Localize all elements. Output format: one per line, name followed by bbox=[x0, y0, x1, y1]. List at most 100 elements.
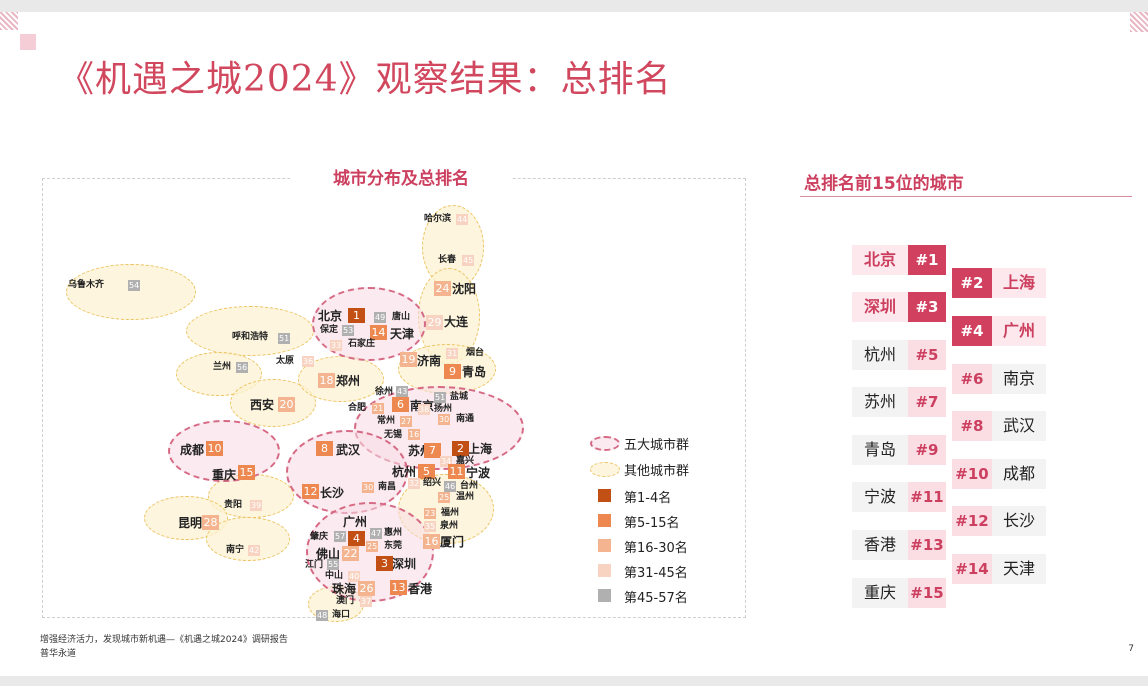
city-label: 哈尔滨 bbox=[424, 214, 452, 224]
legend-big-cluster-swatch bbox=[590, 436, 620, 451]
city-rank-badge: 19 bbox=[400, 352, 417, 367]
city-rank-badge: 53 bbox=[342, 325, 355, 336]
ranking-city-name: 长沙 bbox=[992, 506, 1046, 536]
ranking-item: 广州 #4 bbox=[952, 316, 1046, 346]
legend-tier3: 第16-30名 bbox=[624, 541, 688, 556]
corner-pattern bbox=[0, 12, 18, 30]
legend-tier2: 第5-15名 bbox=[624, 516, 680, 531]
footer-report-title: 增强经济活力，发现城市新机遇—《机遇之城2024》调研报告 bbox=[40, 635, 288, 645]
city-label: 江门 bbox=[305, 560, 324, 570]
city-label: 武汉 bbox=[336, 443, 361, 457]
city-rank-badge: 1 bbox=[348, 308, 365, 323]
title-decor-square bbox=[20, 34, 36, 50]
city-rank-badge: 54 bbox=[128, 280, 141, 291]
page-number: 7 bbox=[1128, 644, 1134, 654]
ranking-item: 北京 #1 bbox=[852, 245, 946, 275]
city-label: 成都 bbox=[180, 443, 205, 457]
city-label: 南宁 bbox=[226, 545, 245, 555]
ranking-number: #13 bbox=[908, 530, 946, 560]
ranking-item: 深圳 #3 bbox=[852, 292, 946, 322]
legend-other-cluster-swatch bbox=[590, 462, 620, 477]
city-rank-badge: 46 bbox=[444, 481, 457, 492]
city-label: 海口 bbox=[332, 610, 351, 620]
ranking-city-name: 南京 bbox=[992, 364, 1046, 394]
ranking-item: 成都 #10 bbox=[952, 459, 1046, 489]
city-rank-badge: 9 bbox=[444, 364, 461, 379]
city-label: 大连 bbox=[444, 315, 469, 329]
ranking-number: #14 bbox=[952, 554, 992, 584]
city-label: 青岛 bbox=[462, 365, 487, 379]
other-cluster-ellipse bbox=[66, 264, 196, 320]
city-label: 杭州 bbox=[392, 465, 417, 479]
city-rank-badge: 10 bbox=[206, 441, 223, 456]
city-rank-badge: 56 bbox=[236, 362, 249, 373]
ranking-number: #15 bbox=[908, 578, 946, 608]
city-label: 贵阳 bbox=[224, 500, 243, 510]
ranking-divider bbox=[800, 196, 1132, 197]
city-label: 唐山 bbox=[392, 312, 411, 322]
city-rank-badge: 6 bbox=[392, 397, 409, 412]
city-label: 烟台 bbox=[466, 348, 485, 358]
legend-other-cluster: 其他城市群 bbox=[624, 464, 690, 479]
ranking-city-name: 香港 bbox=[852, 530, 908, 560]
city-label: 肇庆 bbox=[310, 532, 329, 542]
ranking-number: #7 bbox=[908, 387, 946, 417]
city-label: 无锡 bbox=[384, 430, 403, 440]
city-label: 深圳 bbox=[392, 557, 417, 571]
legend-tier1: 第1-4名 bbox=[624, 491, 672, 506]
ranking-item: 南京 #6 bbox=[952, 364, 1046, 394]
city-label: 宁波 bbox=[466, 466, 491, 480]
ranking-item: 香港 #13 bbox=[852, 530, 946, 560]
city-rank-badge: 39 bbox=[250, 500, 263, 511]
ranking-city-name: 青岛 bbox=[852, 435, 908, 465]
city-label: 厦门 bbox=[440, 535, 465, 549]
ranking-number: #4 bbox=[952, 316, 992, 346]
city-label: 沈阳 bbox=[452, 282, 477, 296]
city-label: 温州 bbox=[456, 492, 475, 502]
city-rank-badge: 15 bbox=[238, 465, 255, 480]
city-label: 南通 bbox=[456, 414, 475, 424]
city-rank-badge: 42 bbox=[248, 545, 261, 556]
ranking-city-name: 上海 bbox=[992, 268, 1046, 298]
city-label: 昆明 bbox=[178, 516, 203, 530]
ranking-city-name: 深圳 bbox=[852, 292, 908, 322]
legend-tier1-swatch bbox=[598, 489, 611, 502]
city-label: 台州 bbox=[460, 481, 479, 491]
page-title: 《机遇之城2024》观察结果：总排名 bbox=[58, 59, 672, 100]
city-rank-badge: 45 bbox=[462, 255, 475, 266]
city-rank-badge: 38 bbox=[418, 404, 431, 415]
footer-company: 普华永道 bbox=[40, 649, 77, 659]
ranking-city-name: 武汉 bbox=[992, 411, 1046, 441]
ranking-item: 青岛 #9 bbox=[852, 435, 946, 465]
ranking-item: 长沙 #12 bbox=[952, 506, 1046, 536]
city-rank-badge: 31 bbox=[446, 348, 459, 359]
city-rank-badge: 2 bbox=[452, 441, 469, 456]
legend-big-cluster: 五大城市群 bbox=[624, 438, 690, 453]
city-label: 绍兴 bbox=[423, 478, 442, 488]
city-label: 呼和浩特 bbox=[232, 332, 269, 342]
legend-tier4: 第31-45名 bbox=[624, 566, 688, 581]
city-rank-badge: 16 bbox=[423, 534, 440, 549]
city-rank-badge: 34 bbox=[440, 456, 453, 467]
city-rank-badge: 37 bbox=[360, 596, 373, 607]
city-rank-badge: 26 bbox=[358, 581, 375, 596]
ranking-item: 上海 #2 bbox=[952, 268, 1046, 298]
city-rank-badge: 49 bbox=[374, 312, 387, 323]
city-rank-badge: 25 bbox=[438, 492, 451, 503]
city-label: 重庆 bbox=[212, 468, 237, 482]
ranking-city-name: 苏州 bbox=[852, 387, 908, 417]
city-label: 香港 bbox=[408, 582, 433, 596]
city-label: 石家庄 bbox=[348, 339, 376, 349]
city-label: 广州 bbox=[343, 515, 368, 529]
legend-tier3-swatch bbox=[598, 539, 611, 552]
ranking-number: #2 bbox=[952, 268, 992, 298]
city-rank-badge: 43 bbox=[396, 386, 409, 397]
city-label: 长沙 bbox=[320, 486, 345, 500]
legend-tier5-swatch bbox=[598, 589, 611, 602]
city-label: 中山 bbox=[325, 571, 344, 581]
city-label: 郑州 bbox=[336, 374, 361, 388]
city-rank-badge: 40 bbox=[348, 571, 361, 582]
ranking-item: 宁波 #11 bbox=[852, 482, 946, 512]
city-rank-badge: 30 bbox=[362, 482, 375, 493]
city-rank-badge: 16 bbox=[408, 429, 421, 440]
